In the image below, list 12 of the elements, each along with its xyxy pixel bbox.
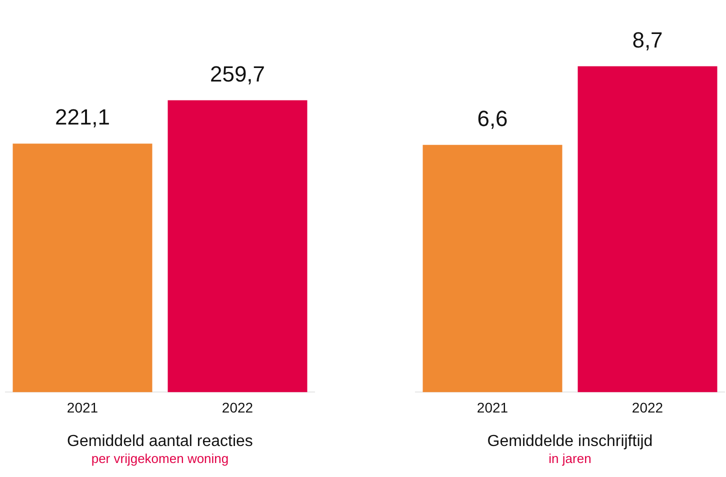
data-label: 8,7 bbox=[632, 27, 663, 52]
x-axis-title: Gemiddeld aantal reacties bbox=[66, 433, 254, 451]
text: in jaren bbox=[548, 451, 592, 466]
text: per vrijgekomen woning bbox=[90, 451, 230, 466]
x-tick-label: 2021 bbox=[66, 399, 98, 416]
x-tick-label: 2022 bbox=[222, 399, 254, 416]
x-tick-label: 2022 bbox=[632, 399, 664, 416]
x-tick-label: 2021 bbox=[476, 399, 508, 416]
data-label: 259,7 bbox=[210, 61, 266, 86]
x-axis-title: Gemiddelde inschrijftijd bbox=[486, 433, 654, 451]
data-label: 6,6 bbox=[477, 106, 508, 131]
data-label: 221,1 bbox=[54, 104, 110, 130]
